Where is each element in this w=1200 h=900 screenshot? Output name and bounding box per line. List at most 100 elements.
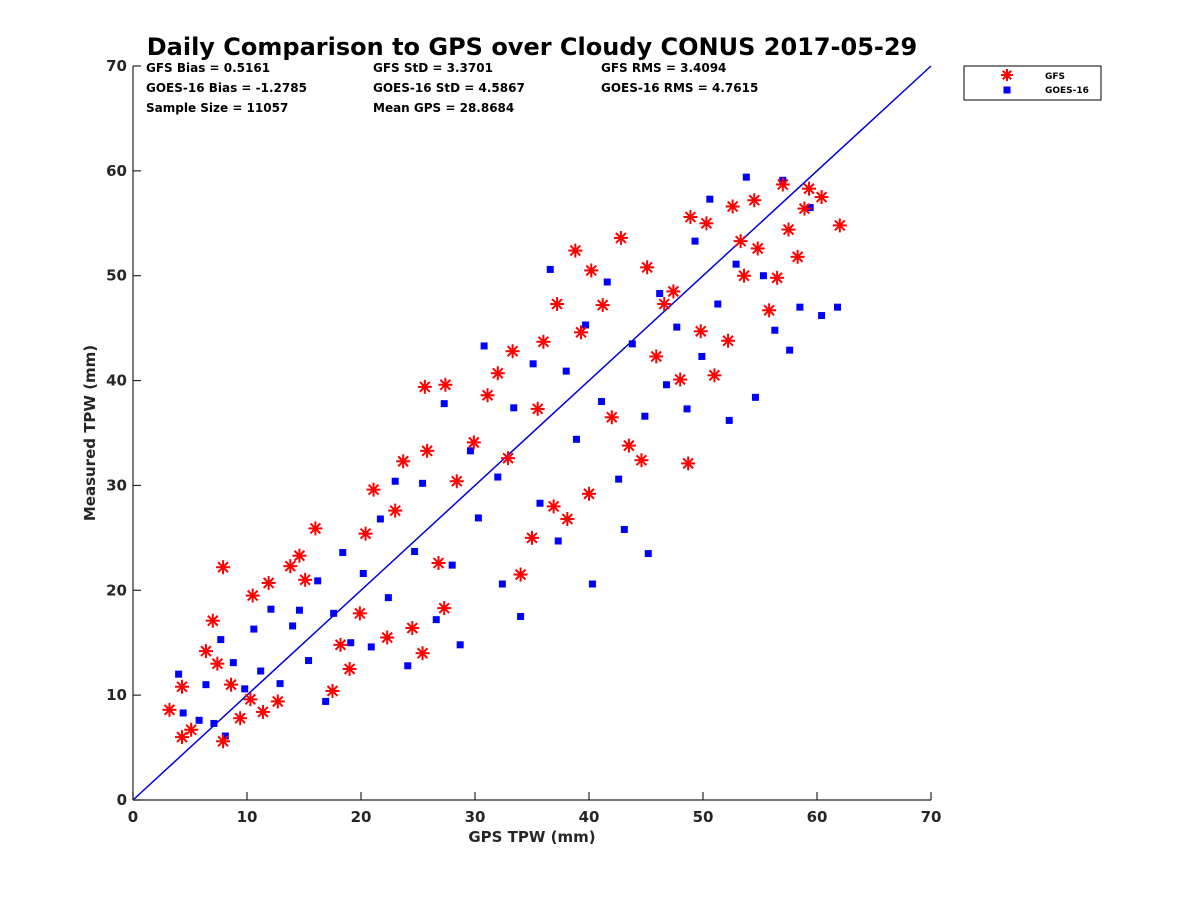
goes16-point [179,709,187,717]
gfs-point [582,486,596,501]
goes16-point [536,499,544,507]
goes16-point [818,312,826,320]
goes16-point [656,290,664,298]
goes16-point [714,300,722,308]
gfs-point [560,511,575,526]
goes16-point [771,326,779,334]
x-tick-label: 50 [693,808,714,826]
x-tick-label: 60 [807,808,828,826]
x-tick-label: 70 [921,808,942,826]
goes16-point [448,561,456,569]
goes16-point [419,479,427,487]
gfs-point [584,263,599,278]
gfs-point [781,222,796,237]
goes16-point [683,405,691,413]
gfs-point [198,644,213,659]
goes16-point [494,473,502,481]
y-tick-label: 40 [106,372,127,390]
gfs-point [210,656,225,671]
gfs-point [501,451,516,466]
gfs-point [721,333,736,348]
goes16-point [834,303,842,311]
gfs-point [550,297,565,312]
gfs-point [490,366,505,381]
goes16-point [432,616,440,624]
gfs-point [438,377,453,392]
gfs-point [790,249,805,264]
goes16-point [322,697,330,705]
gfs-point [604,410,619,425]
goes16-point [339,549,347,557]
stat-gfs-bias: GFS Bias = 0.5161 [146,61,270,75]
goes16-point [241,685,249,693]
gfs-point [505,344,520,359]
goes16-point [732,260,740,268]
gfs-point [388,503,403,518]
goes16-point [620,525,628,533]
gfs-point [184,722,199,737]
goes16-point [221,732,229,740]
gfs-point [699,216,714,231]
goes16-point [691,237,699,245]
gfs-point [437,601,452,616]
goes16-point [276,680,284,688]
goes16-point [314,577,322,585]
x-tick-label: 40 [579,808,600,826]
gfs-point [640,260,655,275]
gfs-point [216,734,231,749]
goes16-point [517,613,525,620]
goes16-point [663,381,671,389]
gfs-point [298,572,313,587]
gfs-point [325,683,340,698]
gfs-point [417,379,432,394]
stat-gfs-std: GFS StD = 3.3701 [373,61,493,75]
goes16-point [466,447,474,455]
y-tick-label: 50 [106,267,127,285]
gfs-point [270,694,285,709]
plot-marks [132,65,932,801]
gfs-point [205,613,220,628]
gfs-point [255,704,270,719]
gfs-point [693,324,708,339]
goes16-point [250,625,258,633]
goes16-point [546,265,554,273]
gfs-point [513,567,528,582]
legend-square-icon [1003,86,1011,94]
legend-marker-gfs [1001,69,1013,81]
stat-mean-gps: Mean GPS = 28.8684 [373,101,514,115]
goes16-point [376,515,384,523]
gfs-point [480,388,495,403]
goes16-point [673,323,681,331]
y-tick-label: 30 [106,476,127,494]
gfs-point [802,181,817,196]
gfs-point [775,177,790,192]
gfs-point [525,530,539,545]
goes16-point [510,404,518,412]
goes16-point [751,393,759,401]
gfs-point [245,588,260,603]
gfs-point [733,234,748,249]
one-to-one-line [132,65,932,801]
x-tick-label: 10 [237,808,258,826]
goes16-point [742,173,750,181]
gfs-point [420,443,435,458]
goes16-point [786,346,794,354]
goes16-point [202,681,210,689]
y-tick-label: 10 [106,686,127,704]
legend-asterisk-icon [1001,69,1013,81]
goes16-point [384,594,392,602]
goes16-point [347,639,355,647]
goes16-point [217,636,225,644]
gfs-point [832,218,847,233]
goes16-point [404,662,412,670]
gfs-point [673,372,688,387]
legend-marker-goes [1003,86,1011,94]
gfs-point [175,730,190,745]
x-tick-label: 30 [465,808,486,826]
gfs-point [342,661,357,676]
axes: 0 10 20 30 40 50 60 70 0 10 20 30 40 50 60 70 [106,57,941,826]
goes16-point [498,580,506,588]
y-axis-label: Measured TPW (mm) [81,345,99,521]
gfs-point [175,679,190,694]
